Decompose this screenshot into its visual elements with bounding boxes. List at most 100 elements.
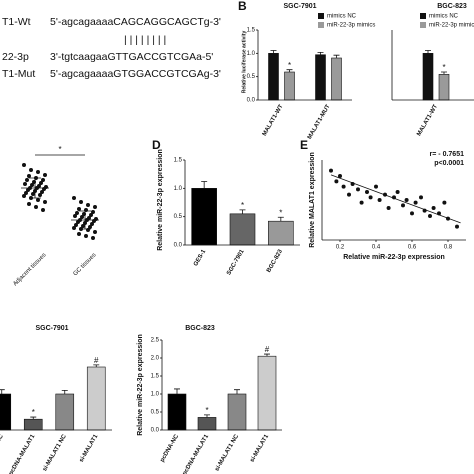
- dot: [81, 224, 85, 228]
- point: [374, 184, 378, 189]
- dot: [25, 178, 29, 182]
- legend-swatch: [420, 13, 426, 19]
- dot: [84, 234, 88, 238]
- dot: [89, 213, 93, 217]
- x-tick-label: pcDNA-NC: [160, 433, 181, 463]
- y-axis-label: Relative miR-22-3p expression: [137, 334, 144, 436]
- chart-title: BGC-823: [185, 325, 215, 332]
- point: [329, 168, 333, 173]
- dot: [36, 198, 40, 202]
- point: [368, 195, 373, 200]
- point: [395, 190, 400, 194]
- dot: [38, 193, 42, 197]
- bar: [438, 74, 450, 101]
- dot: [27, 202, 31, 206]
- error-bar: [204, 414, 210, 418]
- bar: [268, 220, 294, 246]
- y-tick-label: 0.0: [174, 243, 183, 249]
- chart-title: SGC-7901: [35, 325, 68, 332]
- y-tick-label: 1.5: [151, 374, 160, 380]
- y-tick-label: 1.0: [151, 392, 160, 398]
- dot: [29, 168, 33, 172]
- x-tick-label: GES-1: [193, 248, 208, 267]
- y-tick-label: 1.0: [174, 186, 183, 192]
- error-bar: [30, 416, 37, 420]
- x-tick-label: BGC-823: [266, 248, 284, 274]
- x-tick-label: MALAT1-MUT: [307, 104, 332, 141]
- dot: [41, 178, 45, 182]
- legend-label: mimics NC: [429, 14, 459, 20]
- dot: [80, 215, 84, 219]
- dot: [41, 208, 45, 212]
- bar: [197, 417, 217, 431]
- fit-line: [330, 174, 461, 224]
- significance: *: [288, 61, 291, 70]
- point: [419, 195, 423, 200]
- annotation: r= - 0.7651: [430, 151, 465, 158]
- significance: *: [241, 201, 244, 210]
- bar: [257, 355, 277, 431]
- point: [338, 174, 342, 178]
- bar: [86, 366, 106, 431]
- significance: *: [58, 145, 61, 154]
- error-bar: [0, 389, 5, 394]
- error-bar: [425, 50, 431, 54]
- dot: [24, 191, 28, 195]
- dot: [72, 226, 76, 230]
- dot: [75, 211, 79, 215]
- bar: [0, 393, 12, 431]
- dot: [91, 210, 95, 214]
- dot: [34, 205, 38, 209]
- legend-label: miR-22-3p mimics: [327, 23, 375, 29]
- x-tick-label: si-MALAT1: [79, 433, 100, 463]
- error-bar: [201, 181, 208, 189]
- bar: [229, 213, 256, 246]
- error-bar: [239, 209, 246, 214]
- legend-swatch: [318, 22, 324, 28]
- sd-bar: [79, 210, 91, 230]
- sequence: 5'-agcagaaaaGTGGACCGTCGAg-3': [50, 68, 221, 80]
- bar: [23, 418, 43, 431]
- significance: *: [279, 208, 282, 217]
- legend-label: mimics NC: [327, 14, 357, 20]
- dot: [39, 181, 43, 185]
- dot: [36, 170, 40, 174]
- significance: #: [94, 356, 99, 365]
- x-tick-label: MALAT1-WT: [262, 104, 285, 138]
- seq-label: T1-Mut: [2, 68, 35, 80]
- point: [359, 200, 364, 205]
- dot: [88, 225, 92, 229]
- dot: [22, 163, 26, 167]
- error-bar: [61, 390, 68, 394]
- point: [334, 179, 339, 184]
- chart-title: SGC-7901: [283, 3, 316, 10]
- error-bar: [270, 50, 277, 54]
- x-tick-label: si-MALAT1: [249, 433, 270, 463]
- dot: [93, 230, 97, 234]
- bar: [55, 393, 75, 431]
- error-bar: [264, 353, 270, 357]
- dot: [77, 232, 81, 236]
- error-bar: [333, 54, 340, 58]
- error-bar: [93, 364, 100, 367]
- seq-label: T1-Wt: [2, 16, 31, 28]
- y-axis-label: Relative MALAT1 expression: [309, 152, 316, 248]
- x-tick-label: 0.4: [372, 245, 381, 251]
- y-tick-label: 0.5: [174, 214, 183, 220]
- point: [365, 190, 369, 194]
- chart-title: BGC-823: [437, 3, 467, 10]
- dot: [72, 196, 76, 200]
- x-tick-label: pcDNA-MALAT1: [182, 433, 210, 474]
- x-tick-label: si-MALAT1 NC: [42, 433, 68, 472]
- bar: [268, 53, 279, 101]
- sequence: 5'-agcagaaaaCAGCAGGCAGCTg-3': [50, 16, 221, 28]
- x-tick-label: Adjacent tissues: [12, 252, 47, 287]
- y-tick-label: 1.5: [174, 158, 183, 164]
- y-tick-label: 0.5: [247, 74, 256, 80]
- point: [428, 214, 432, 218]
- x-tick-label: MALAT1-WT: [416, 104, 439, 138]
- error-bar: [234, 389, 240, 394]
- bar: [167, 393, 187, 431]
- x-tick-label: 0.6: [408, 245, 417, 251]
